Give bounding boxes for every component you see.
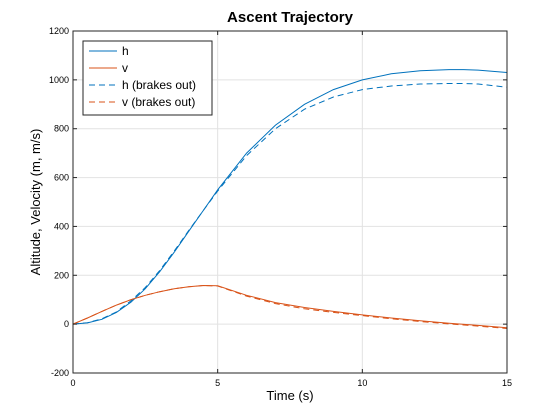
y-tick-label: -200 xyxy=(51,368,69,378)
x-tick-label: 15 xyxy=(502,378,512,388)
legend-entry-label: h xyxy=(122,44,129,58)
legend-box xyxy=(82,40,213,116)
y-tick-label: 1000 xyxy=(49,75,69,85)
legend-entry-label: v (brakes out) xyxy=(122,95,195,109)
x-tick-label: 0 xyxy=(70,378,75,388)
y-tick-label: 600 xyxy=(54,173,69,183)
chart-title: Ascent Trajectory xyxy=(227,9,354,26)
y-axis-label: Altitude, Velocity (m, m/s) xyxy=(28,129,43,276)
series-line-4 xyxy=(72,284,508,329)
x-tick-label: 5 xyxy=(215,378,220,388)
y-tick-label: 400 xyxy=(54,221,69,231)
x-tick-label: 10 xyxy=(357,378,367,388)
legend-entry-label: v xyxy=(122,61,128,75)
series-line-2 xyxy=(72,284,508,329)
y-tick-label: 1200 xyxy=(49,26,69,36)
x-axis-label: Time (s) xyxy=(266,388,313,403)
grid-lines xyxy=(73,31,507,373)
y-tick-label: 0 xyxy=(64,319,69,329)
legend-entry-label: h (brakes out) xyxy=(122,78,196,92)
y-tick-label: 200 xyxy=(54,270,69,280)
series-line-3 xyxy=(72,83,508,325)
series-lines xyxy=(72,69,508,329)
y-tick-label: 800 xyxy=(54,124,69,134)
legend: hv h (brakes out) v (brakes out) xyxy=(82,40,213,116)
plot-area-border xyxy=(72,30,508,374)
series-line-1 xyxy=(72,69,508,325)
